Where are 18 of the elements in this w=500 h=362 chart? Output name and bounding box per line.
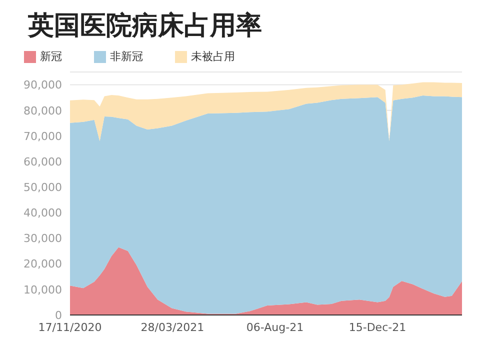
x-tick-label: 17/11/2020 [38, 320, 102, 334]
y-tick-label: 60,000 [24, 155, 62, 168]
x-tick-label: 06-Aug-21 [246, 320, 304, 334]
y-tick-label: 70,000 [24, 130, 62, 143]
y-tick-label: 20,000 [24, 258, 62, 271]
y-tick-label: 90,000 [24, 78, 62, 92]
legend-label: 未被占用 [191, 50, 235, 63]
x-tick-label: 28/03/2021 [140, 320, 204, 334]
chart-title: 英国医院病床占用率 [28, 10, 263, 43]
y-tick-label: 30,000 [24, 232, 62, 246]
x-tick-label: 15-Dec-21 [348, 320, 406, 334]
legend-label: 非新冠 [110, 50, 143, 63]
y-tick-label: 50,000 [24, 181, 62, 194]
y-tick-label: 80,000 [24, 104, 62, 118]
y-tick-label: 40,000 [24, 206, 62, 220]
y-tick-label: 10,000 [24, 283, 62, 296]
legend-label: 新冠 [40, 50, 62, 63]
y-tick-label: 0 [55, 308, 62, 322]
